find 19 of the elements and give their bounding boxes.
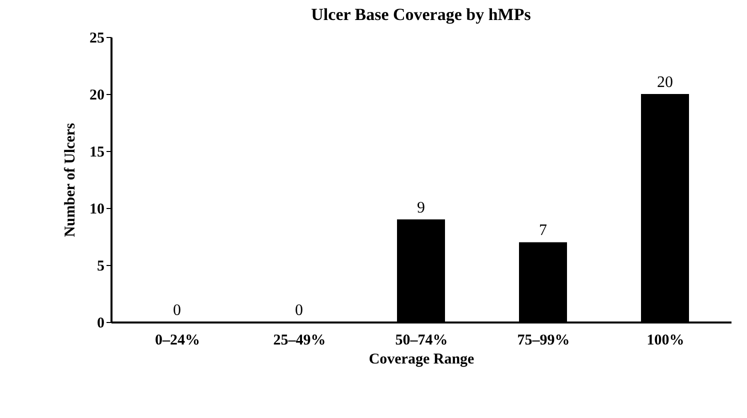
x-tick-label: 0–24% [155, 332, 200, 348]
x-tick-label: 100% [646, 332, 684, 348]
data-label: 7 [539, 222, 547, 240]
data-label: 9 [417, 199, 425, 216]
y-tick-label: 5 [97, 258, 104, 274]
y-tick-label: 25 [90, 30, 104, 46]
y-tick-label: 15 [90, 144, 104, 160]
x-axis-title: Coverage Range [368, 352, 475, 368]
x-tick-label: 75–99% [517, 332, 570, 348]
data-label: 0 [173, 302, 181, 319]
y-axis-title: Number of Ulcers [62, 122, 78, 237]
data-label: 20 [657, 74, 673, 91]
x-tick-label: 25–49% [273, 332, 326, 348]
data-label: 0 [295, 302, 303, 319]
chart-title: Ulcer Base Coverage by hMPs [311, 5, 532, 24]
y-tick-label: 20 [90, 88, 104, 104]
y-tick-label: 10 [90, 202, 104, 218]
x-tick-label: 50–74% [395, 332, 448, 348]
y-tick-label: 0 [97, 316, 104, 332]
